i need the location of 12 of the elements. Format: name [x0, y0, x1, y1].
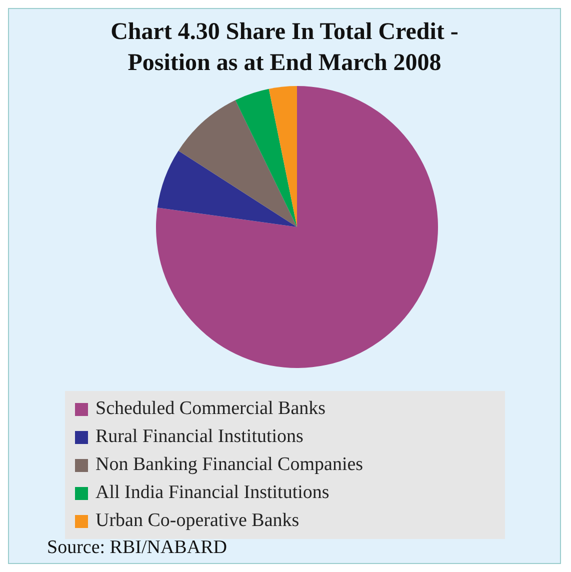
- legend-label: Rural Financial Institutions: [96, 426, 304, 448]
- pie-slice: [157, 150, 297, 227]
- legend-label: Non Banking Financial Companies: [96, 454, 364, 476]
- pie-slice: [156, 86, 438, 368]
- legend-label: All India Financial Institutions: [96, 482, 330, 504]
- pie-slice: [178, 100, 297, 227]
- source-note: Source: RBI/NABARD: [47, 537, 227, 559]
- pie-slice: [268, 86, 297, 227]
- chart-title: Chart 4.30 Share In Total Credit - Position as at End March 2008: [110, 18, 460, 78]
- pie-slice: [235, 88, 297, 227]
- legend-label: Urban Co-operative Banks: [96, 510, 300, 532]
- legend-label: Scheduled Commercial Banks: [96, 398, 326, 420]
